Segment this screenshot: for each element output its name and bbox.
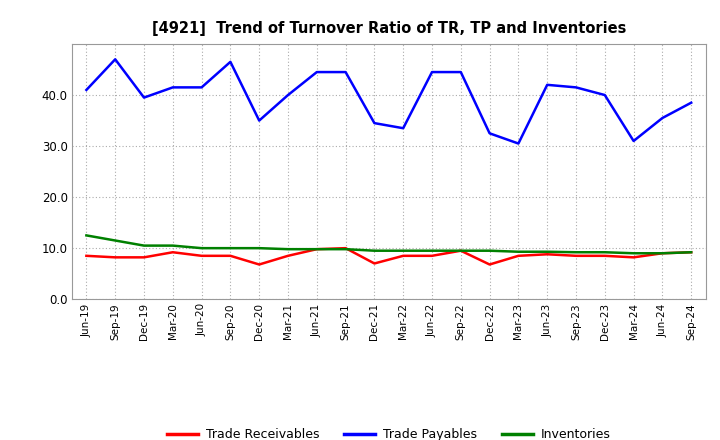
Inventories [255, 246, 264, 251]
Inventories [111, 238, 120, 243]
Inventories [485, 248, 494, 253]
Inventories [629, 251, 638, 256]
Trade Payables [658, 115, 667, 121]
Trade Payables [370, 121, 379, 126]
Trade Payables [312, 70, 321, 75]
Trade Payables [543, 82, 552, 88]
Trade Payables [341, 70, 350, 75]
Trade Payables [572, 85, 580, 90]
Trade Receivables [111, 255, 120, 260]
Trade Payables [399, 125, 408, 131]
Inventories [658, 251, 667, 256]
Inventories [370, 248, 379, 253]
Inventories [197, 246, 206, 251]
Inventories [687, 249, 696, 255]
Inventories [312, 246, 321, 252]
Line: Trade Receivables: Trade Receivables [86, 248, 691, 264]
Trade Receivables [629, 255, 638, 260]
Trade Receivables [168, 249, 177, 255]
Inventories [82, 233, 91, 238]
Trade Payables [82, 87, 91, 92]
Trade Payables [226, 59, 235, 65]
Trade Payables [197, 85, 206, 90]
Legend: Trade Receivables, Trade Payables, Inventories: Trade Receivables, Trade Payables, Inven… [162, 423, 616, 440]
Trade Payables [284, 92, 292, 98]
Trade Receivables [485, 262, 494, 267]
Trade Receivables [399, 253, 408, 258]
Trade Payables [629, 138, 638, 143]
Line: Inventories: Inventories [86, 235, 691, 253]
Inventories [399, 248, 408, 253]
Trade Payables [485, 131, 494, 136]
Trade Payables [687, 100, 696, 105]
Trade Receivables [140, 255, 148, 260]
Trade Receivables [572, 253, 580, 258]
Trade Receivables [82, 253, 91, 258]
Inventories [284, 246, 292, 252]
Trade Receivables [428, 253, 436, 258]
Trade Receivables [600, 253, 609, 258]
Inventories [140, 243, 148, 248]
Trade Payables [168, 85, 177, 90]
Trade Payables [600, 92, 609, 98]
Trade Receivables [543, 252, 552, 257]
Trade Payables [111, 57, 120, 62]
Trade Receivables [514, 253, 523, 258]
Trade Payables [428, 70, 436, 75]
Trade Receivables [687, 249, 696, 255]
Trade Payables [140, 95, 148, 100]
Inventories [341, 246, 350, 252]
Trade Receivables [341, 246, 350, 251]
Inventories [168, 243, 177, 248]
Inventories [543, 249, 552, 254]
Trade Payables [456, 70, 465, 75]
Inventories [428, 248, 436, 253]
Trade Receivables [370, 261, 379, 266]
Inventories [572, 249, 580, 255]
Trade Receivables [456, 248, 465, 253]
Inventories [456, 248, 465, 253]
Line: Trade Payables: Trade Payables [86, 59, 691, 143]
Inventories [226, 246, 235, 251]
Trade Payables [514, 141, 523, 146]
Trade Payables [255, 118, 264, 123]
Trade Receivables [658, 251, 667, 256]
Trade Receivables [255, 262, 264, 267]
Inventories [514, 249, 523, 254]
Trade Receivables [226, 253, 235, 258]
Trade Receivables [197, 253, 206, 258]
Trade Receivables [312, 246, 321, 252]
Inventories [600, 249, 609, 255]
Title: [4921]  Trend of Turnover Ratio of TR, TP and Inventories: [4921] Trend of Turnover Ratio of TR, TP… [152, 21, 626, 36]
Trade Receivables [284, 253, 292, 258]
